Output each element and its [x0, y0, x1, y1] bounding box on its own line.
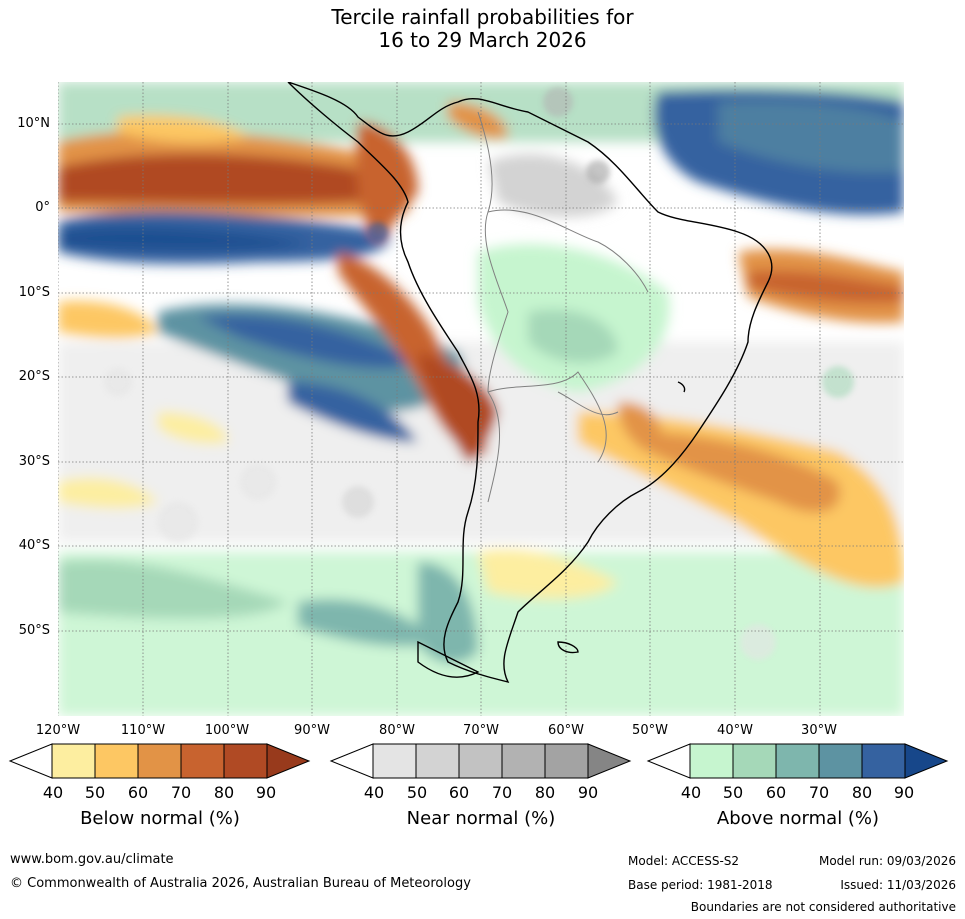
colorbar-2-high-extend: [904, 743, 949, 779]
above-normal-label: Above normal (%): [716, 808, 880, 829]
lat-label-30s: 30°S: [18, 454, 50, 469]
model-name: Model: ACCESS-S2: [628, 854, 740, 868]
colorbar-1-segment-2: [458, 743, 503, 779]
colorbar-0-segment-2: [137, 743, 182, 779]
colorbar-2-segment-3: [818, 743, 863, 779]
boundary-disclaimer: Boundaries are not considered authoritat…: [690, 900, 956, 914]
graticule: [58, 82, 904, 716]
lon-label-50w: 50°W: [632, 723, 668, 738]
above-tick-40: 40: [680, 783, 702, 802]
colorbar-0-segment-1: [94, 743, 139, 779]
below-tick-90: 90: [255, 783, 277, 802]
colorbar-1-segment-4: [544, 743, 589, 779]
near-normal-colorbar: [329, 743, 632, 779]
lon-label-110w: 110°W: [120, 723, 166, 738]
model-run-date: Model run: 09/03/2026: [818, 854, 956, 868]
colorbar-1-segment-0: [372, 743, 417, 779]
probability-field-detail: [104, 87, 854, 660]
base-period: Base period: 1981-2018: [628, 878, 773, 892]
lon-label-100w: 100°W: [204, 723, 250, 738]
lon-label-90w: 90°W: [294, 723, 330, 738]
above-tick-90: 90: [893, 783, 915, 802]
colorbar-1-segment-3: [501, 743, 546, 779]
below-tick-80: 80: [213, 783, 235, 802]
map-canvas: [58, 82, 904, 716]
map-title-line-2: 16 to 29 March 2026: [378, 28, 587, 52]
near-tick-40: 40: [363, 783, 385, 802]
near-tick-60: 60: [448, 783, 470, 802]
probability-field: [58, 82, 904, 716]
colorbar-0-segment-3: [180, 743, 225, 779]
below-tick-70: 70: [170, 783, 192, 802]
lat-label-50s: 50°S: [18, 623, 50, 638]
lon-label-40w: 40°W: [717, 723, 753, 738]
colorbar-0-low-extend: [8, 743, 53, 779]
colorbar-0-high-extend: [266, 743, 311, 779]
lat-label-20s: 20°S: [18, 369, 50, 384]
colorbar-2-segment-1: [732, 743, 777, 779]
below-tick-40: 40: [42, 783, 64, 802]
above-tick-50: 50: [722, 783, 744, 802]
website-link[interactable]: www.bom.gov.au/climate: [10, 852, 174, 867]
lat-label-10s: 10°S: [18, 285, 50, 300]
below-tick-50: 50: [84, 783, 106, 802]
near-tick-50: 50: [406, 783, 428, 802]
above-tick-80: 80: [851, 783, 873, 802]
issued-date: Issued: 11/03/2026: [840, 878, 956, 892]
lon-label-70w: 70°W: [463, 723, 499, 738]
below-normal-colorbar: [8, 743, 311, 779]
lon-label-60w: 60°W: [548, 723, 584, 738]
colorbar-2-segment-2: [775, 743, 820, 779]
near-normal-label: Near normal (%): [406, 808, 556, 829]
colorbar-1-high-extend: [587, 743, 632, 779]
near-tick-70: 70: [491, 783, 513, 802]
colorbar-2-low-extend: [646, 743, 691, 779]
lon-label-80w: 80°W: [379, 723, 415, 738]
colorbar-1-low-extend: [329, 743, 374, 779]
above-tick-60: 60: [765, 783, 787, 802]
lat-label-0: 0°: [35, 200, 50, 215]
near-tick-90: 90: [577, 783, 599, 802]
below-tick-60: 60: [127, 783, 149, 802]
lon-label-120w: 120°W: [35, 723, 81, 738]
above-tick-70: 70: [808, 783, 830, 802]
colorbar-0-segment-4: [223, 743, 268, 779]
country-borders: [477, 111, 649, 503]
colorbar-1-segment-1: [415, 743, 460, 779]
above-normal-colorbar: [646, 743, 949, 779]
colorbar-2-segment-4: [861, 743, 906, 779]
lat-label-40s: 40°S: [18, 538, 50, 553]
near-tick-80: 80: [534, 783, 556, 802]
copyright-text: © Commonwealth of Australia 2026, Austra…: [10, 876, 471, 891]
lat-label-10n: 10°N: [17, 116, 50, 131]
lon-label-30w: 30°W: [801, 723, 837, 738]
colorbar-2-segment-0: [689, 743, 734, 779]
rainfall-probability-map: [58, 82, 904, 716]
below-normal-label: Below normal (%): [80, 808, 240, 829]
colorbar-0-segment-0: [51, 743, 96, 779]
map-title-line-1: Tercile rainfall probabilities for: [331, 5, 634, 29]
coastline: [287, 82, 773, 684]
